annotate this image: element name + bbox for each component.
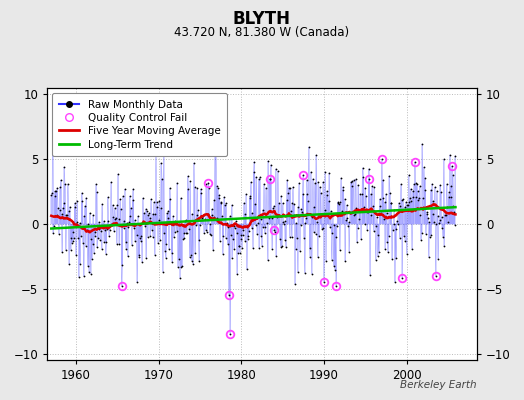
Text: BLYTH: BLYTH <box>233 10 291 28</box>
Text: Berkeley Earth: Berkeley Earth <box>400 380 477 390</box>
Text: 43.720 N, 81.380 W (Canada): 43.720 N, 81.380 W (Canada) <box>174 26 350 39</box>
Legend: Raw Monthly Data, Quality Control Fail, Five Year Moving Average, Long-Term Tren: Raw Monthly Data, Quality Control Fail, … <box>52 93 227 156</box>
